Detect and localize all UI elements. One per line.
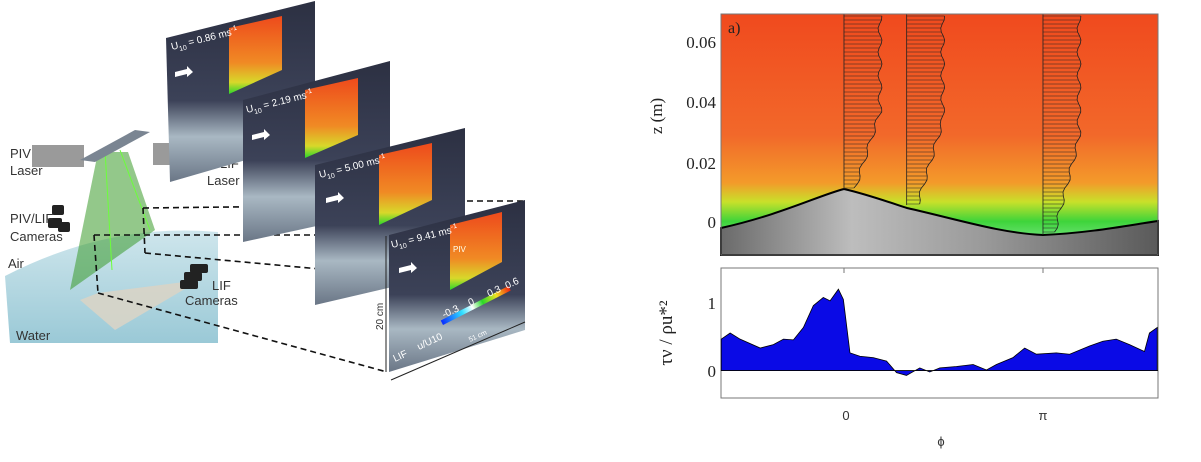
wind-direction-arrow-icon (175, 66, 193, 77)
water-label: Water (16, 328, 51, 343)
piv-region-label: PIV (453, 245, 467, 254)
velocity-profile-curve (919, 15, 946, 205)
lif-cameras-label: Cameras (185, 293, 238, 308)
piv-velocity-inset (229, 16, 282, 94)
lif-cameras-icon (180, 264, 208, 289)
x-tick-label: π (1039, 408, 1048, 423)
width-dimension-line (390, 321, 526, 381)
colorbar (440, 286, 511, 325)
laser-beam (119, 149, 151, 231)
y-tick-label: 0.06 (686, 33, 716, 52)
shear-stress-area (720, 288, 1158, 376)
velocity-profile-curve (853, 15, 883, 189)
x-tick-label: 0 (842, 408, 849, 423)
shear-stress-plot: 0 π ϕ 1 0 τν / ρu*² (656, 267, 1159, 449)
piv-velocity-inset (450, 212, 502, 290)
piv-lif-cameras-label: PIV/LIF (10, 211, 53, 226)
y-tick-label: 0 (708, 213, 717, 232)
piv-laser-box (32, 145, 84, 167)
lif-laser-label: Laser (207, 173, 240, 188)
field-frame (720, 13, 1159, 256)
velocity-field-panel: a) 0.06 0.04 0.02 0 z (m) (647, 13, 1159, 256)
y-axis-label: z (m) (647, 98, 666, 134)
piv-laser-label: Laser (10, 163, 43, 178)
velocity-profiles (843, 14, 1082, 235)
wave-surface (720, 187, 1159, 256)
wind-speed-panel: U10 = 9.41 ms-1 (389, 200, 525, 372)
mirror-plate (80, 130, 150, 162)
colorbar-tick: 0 (467, 296, 477, 309)
lif-cameras-label: LIF (212, 278, 231, 293)
wind-direction-arrow-icon (399, 262, 417, 273)
velocity-profile-curve (1054, 15, 1082, 233)
y-tick-label: 1 (708, 294, 717, 313)
x-axis-label: ϕ (937, 434, 944, 449)
y-tick-label: 0 (708, 362, 717, 381)
panel-label: a) (728, 20, 740, 37)
water-tank (5, 230, 218, 343)
piv-velocity-inset (379, 143, 432, 225)
y-axis-label: τν / ρu*² (656, 300, 677, 365)
piv-lif-cameras-icon (48, 205, 70, 232)
height-dimension-label: 20 cm (375, 303, 386, 330)
laser-beam (104, 149, 113, 271)
piv-lif-cameras-label: Cameras (10, 229, 63, 244)
piv-laser-label: PIV (10, 146, 31, 161)
colorbar-tick: 0.6 (504, 276, 522, 292)
y-tick-label: 0.02 (686, 154, 716, 173)
plot-frame (720, 267, 1159, 399)
experimental-setup-diagram: PIV Laser LIF Laser PIV/LIF Cameras LIF … (5, 1, 526, 381)
colorbar-tick: 0.3 (486, 284, 504, 300)
piv-velocity-inset (305, 78, 358, 158)
wind-direction-arrow-icon (326, 192, 344, 203)
air-label: Air (8, 256, 25, 271)
wind-direction-arrow-icon (252, 129, 270, 140)
y-tick-label: 0.04 (686, 93, 716, 112)
